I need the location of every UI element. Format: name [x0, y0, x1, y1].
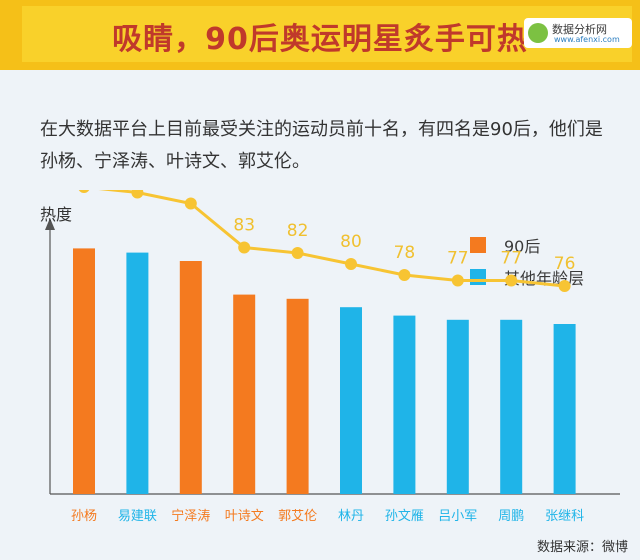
bar — [126, 252, 149, 494]
data-point — [184, 197, 197, 210]
x-tick-label: 孙杨 — [71, 509, 97, 524]
bar — [393, 315, 416, 494]
x-tick-label: 吕小军 — [438, 509, 477, 524]
bar — [446, 319, 469, 494]
bar — [73, 248, 95, 494]
legend-swatch — [470, 269, 486, 285]
data-label: 82 — [287, 221, 309, 241]
data-label: 77 — [447, 249, 469, 269]
data-label: 76 — [554, 254, 576, 274]
y-axis-arrow — [45, 218, 55, 230]
x-tick-label: 叶诗文 — [225, 509, 264, 524]
x-tick-label: 易建联 — [118, 509, 157, 524]
x-tick-label: 孙文雁 — [385, 509, 424, 524]
legend-label: 90后 — [504, 237, 540, 256]
data-point — [345, 258, 357, 270]
bar — [233, 294, 256, 494]
bar — [340, 307, 362, 494]
bar — [286, 298, 309, 494]
chart-area: 热度90后其他年龄层94939183828078777776孙杨易建联宁泽涛叶诗… — [40, 190, 620, 524]
site-logo: 数据分析网 www.afenxi.com — [524, 18, 632, 48]
page-title: 吸睛，90后奥运明星炙手可热 — [112, 22, 528, 57]
data-point — [558, 280, 571, 292]
bar — [179, 261, 202, 494]
legend-swatch — [470, 237, 486, 253]
x-tick-label: 宁泽涛 — [171, 508, 210, 524]
data-point — [238, 241, 251, 254]
data-point — [451, 274, 464, 287]
data-label: 83 — [233, 216, 255, 236]
y-axis-label: 热度 — [40, 205, 72, 224]
logo-name: 数据分析网 — [552, 23, 607, 36]
data-point — [291, 247, 304, 259]
x-tick-label: 周鹏 — [498, 509, 524, 524]
x-tick-label: 林丹 — [338, 509, 364, 524]
bar — [500, 319, 523, 494]
logo-icon — [528, 23, 548, 43]
data-label: 78 — [394, 243, 416, 263]
x-tick-label: 张继科 — [545, 509, 584, 524]
data-label: 77 — [500, 249, 522, 269]
bar — [553, 324, 576, 494]
title-banner: 吸睛，90后奥运明星炙手可热 数据分析网 www.afenxi.com — [0, 0, 640, 70]
data-point — [505, 274, 518, 287]
data-point — [131, 190, 144, 199]
data-point — [398, 269, 411, 281]
data-label: 80 — [340, 232, 362, 252]
x-tick-label: 郭艾伦 — [278, 508, 317, 524]
data-label: 91 — [180, 190, 202, 192]
intro-text: 在大数据平台上目前最受关注的运动员前十名，有四名是90后，他们是孙杨、宁泽涛、叶… — [40, 119, 603, 172]
data-point — [78, 190, 90, 193]
data-source: 数据来源：微博 — [536, 540, 628, 555]
logo-site: www.afenxi.com — [554, 35, 620, 44]
trend-line — [98, 190, 565, 288]
